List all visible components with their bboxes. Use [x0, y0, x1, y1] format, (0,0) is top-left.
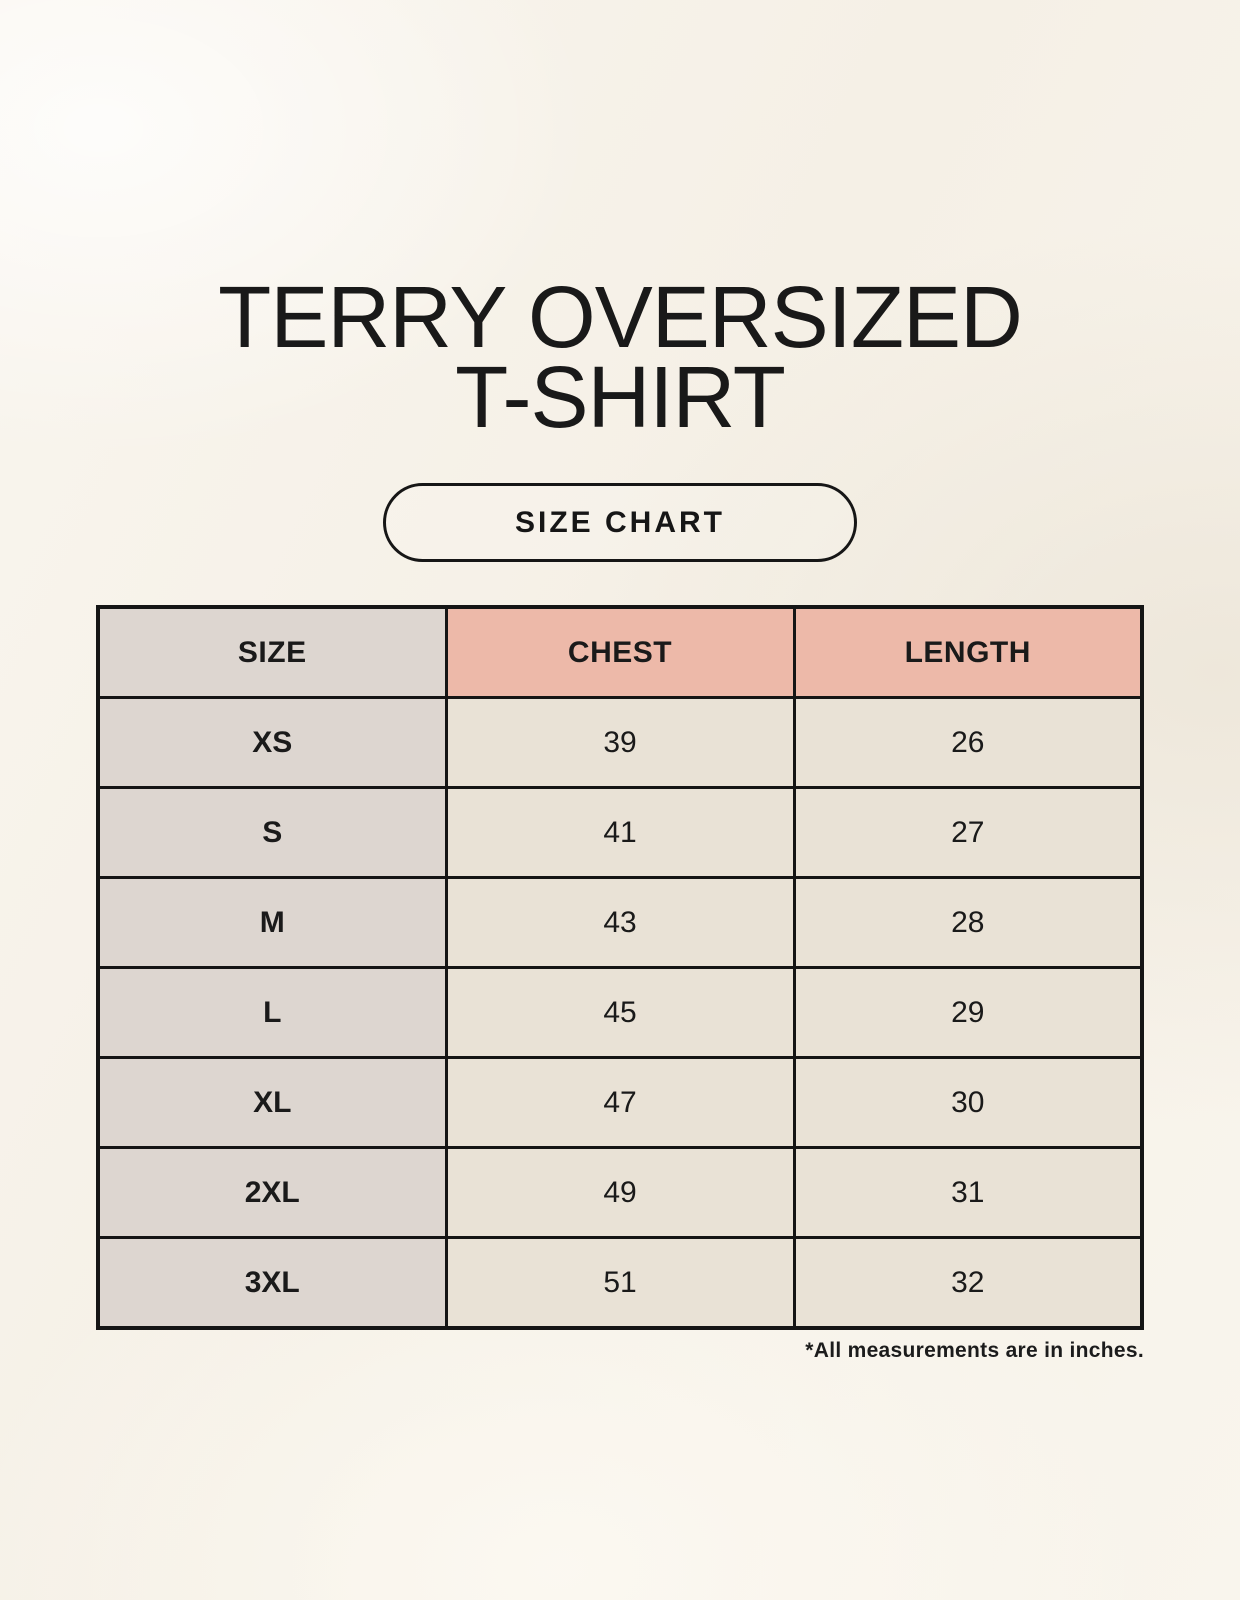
size-cell: XL	[96, 1056, 448, 1150]
column-header-size: SIZE	[96, 605, 448, 700]
size-chart-button-label: SIZE CHART	[515, 505, 725, 539]
size-cell: S	[96, 786, 448, 880]
table-row: M 43 28	[96, 876, 1144, 970]
size-cell: M	[96, 876, 448, 970]
size-cell: XS	[96, 696, 448, 790]
chest-cell: 47	[444, 1056, 796, 1150]
column-header-length: LENGTH	[792, 605, 1144, 700]
length-cell: 28	[792, 876, 1144, 970]
table-row: 3XL 51 32	[96, 1236, 1144, 1330]
table-row: XL 47 30	[96, 1056, 1144, 1150]
column-header-chest: CHEST	[444, 605, 796, 700]
size-chart-page: TERRY OVERSIZED T-SHIRT SIZE CHART SIZE C…	[0, 274, 1240, 1363]
size-table: SIZE CHEST LENGTH XS 39 26 S 41 27 M 43 28 L 45 29 XL 4…	[96, 605, 1144, 1331]
chest-cell: 49	[444, 1146, 796, 1240]
page-title: TERRY OVERSIZED T-SHIRT	[0, 274, 1240, 441]
length-cell: 27	[792, 786, 1144, 880]
chest-cell: 51	[444, 1236, 796, 1330]
length-cell: 26	[792, 696, 1144, 790]
length-cell: 30	[792, 1056, 1144, 1150]
chest-cell: 45	[444, 966, 796, 1060]
table-row: L 45 29	[96, 966, 1144, 1060]
table-body: XS 39 26 S 41 27 M 43 28 L 45 29 XL 47 30 2XL 49 31 3XL 51 3…	[96, 696, 1144, 1330]
length-cell: 29	[792, 966, 1144, 1060]
chest-cell: 41	[444, 786, 796, 880]
size-chart-button[interactable]: SIZE CHART	[383, 483, 857, 563]
table-row: XS 39 26	[96, 696, 1144, 790]
size-cell: L	[96, 966, 448, 1060]
page-title-line-1: TERRY OVERSIZED	[218, 269, 1023, 366]
length-cell: 31	[792, 1146, 1144, 1240]
table-row: S 41 27	[96, 786, 1144, 880]
page-title-line-2: T-SHIRT	[455, 349, 786, 447]
chest-cell: 39	[444, 696, 796, 790]
table-header-row: SIZE CHEST LENGTH	[96, 605, 1144, 700]
chest-cell: 43	[444, 876, 796, 970]
size-cell: 3XL	[96, 1236, 448, 1330]
measurements-note: *All measurements are in inches.	[805, 1339, 1144, 1363]
size-cell: 2XL	[96, 1146, 448, 1240]
table-row: 2XL 49 31	[96, 1146, 1144, 1240]
length-cell: 32	[792, 1236, 1144, 1330]
